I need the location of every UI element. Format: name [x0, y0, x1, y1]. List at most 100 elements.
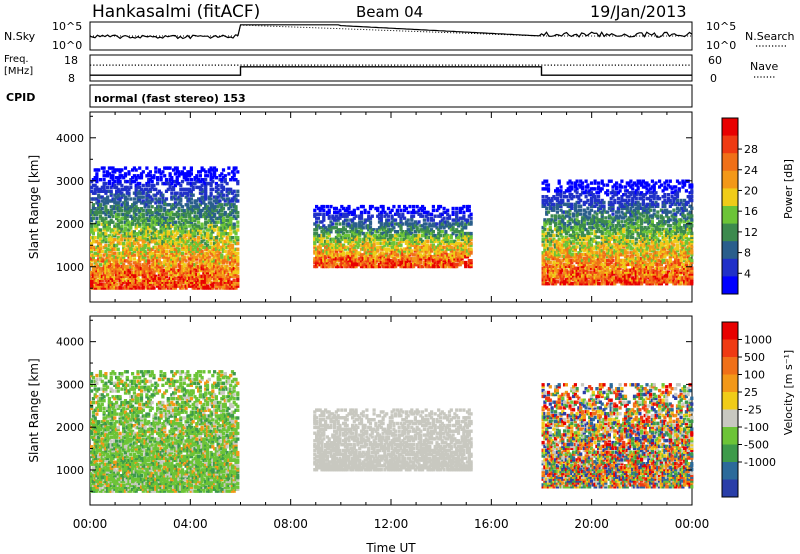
range-cell	[230, 191, 235, 195]
range-cell	[557, 237, 561, 241]
range-cell	[197, 220, 201, 224]
range-cell	[401, 239, 405, 244]
range-cell	[403, 237, 407, 242]
range-cell	[548, 227, 552, 232]
range-cell	[399, 253, 403, 257]
range-cell	[93, 168, 97, 172]
range-cell	[182, 268, 186, 273]
range-cell	[361, 231, 365, 236]
range-cell	[446, 259, 450, 263]
range-cell	[370, 214, 374, 218]
range-cell	[106, 228, 110, 232]
range-cell	[211, 286, 215, 290]
range-cell	[150, 276, 154, 280]
range-cell	[214, 224, 218, 228]
range-cell	[180, 251, 185, 255]
range-cell	[90, 249, 94, 253]
range-cell	[313, 231, 317, 236]
range-cell	[141, 280, 145, 284]
range-cell	[313, 251, 317, 255]
range-cell	[90, 241, 94, 246]
range-cell	[127, 170, 131, 174]
range-cell	[363, 218, 367, 222]
range-cell	[189, 278, 193, 282]
range-cell	[424, 249, 428, 253]
range-cell	[568, 222, 572, 226]
range-cell	[95, 168, 99, 172]
range-cell	[365, 264, 369, 269]
range-cell	[218, 208, 222, 213]
range-cell	[447, 245, 452, 249]
range-cell	[204, 195, 208, 199]
range-cell	[129, 178, 133, 182]
range-cell	[331, 251, 335, 255]
range-cell	[139, 247, 144, 251]
range-cell	[218, 270, 222, 275]
range-cell	[198, 274, 202, 279]
range-cell	[424, 222, 428, 226]
range-cell	[554, 224, 558, 228]
range-cell	[156, 282, 160, 286]
range-cell	[120, 203, 124, 207]
range-cell	[221, 187, 226, 192]
range-cell	[214, 247, 218, 251]
range-cell	[561, 214, 565, 218]
range-cell	[207, 274, 211, 279]
range-cell	[331, 257, 335, 261]
range-cell	[197, 272, 201, 277]
range-cell	[147, 255, 151, 259]
range-cell	[546, 239, 551, 243]
range-cell	[580, 280, 585, 284]
range-cell	[399, 233, 403, 238]
range-cell	[447, 224, 452, 228]
range-cell	[381, 257, 385, 261]
range-cell	[104, 201, 108, 205]
range-cell	[184, 195, 188, 199]
range-cell	[180, 172, 185, 176]
range-cell	[453, 251, 457, 255]
range-cell	[388, 230, 392, 234]
range-cell	[385, 224, 389, 228]
range-cell	[379, 262, 383, 267]
range-cell	[166, 224, 170, 228]
range-cell	[200, 249, 204, 253]
range-cell	[173, 191, 177, 195]
range-cell	[351, 228, 355, 232]
range-cell	[395, 230, 399, 234]
range-cell	[221, 267, 226, 271]
range-cell	[134, 178, 138, 182]
range-cell	[340, 212, 344, 216]
range-cell	[580, 266, 585, 270]
range-cell	[358, 231, 362, 236]
range-cell	[446, 239, 450, 244]
range-cell	[430, 243, 434, 247]
range-cell	[419, 260, 423, 265]
range-cell	[446, 237, 450, 242]
range-cell	[381, 253, 385, 257]
range-cell	[421, 249, 425, 253]
range-cell	[442, 210, 446, 215]
range-cell	[395, 241, 399, 245]
range-cell	[95, 268, 99, 273]
range-cell	[111, 267, 115, 271]
range-cell	[216, 243, 220, 248]
range-cell	[97, 282, 101, 286]
range-cell	[438, 233, 443, 238]
range-cell	[421, 247, 425, 251]
range-cell	[379, 247, 383, 251]
range-cell	[377, 253, 382, 257]
range-cell	[125, 197, 129, 201]
range-cell	[195, 280, 199, 284]
range-cell	[318, 247, 322, 251]
range-cell	[113, 247, 117, 251]
range-cell	[227, 286, 231, 290]
range-cell	[207, 210, 211, 215]
range-cell	[559, 276, 563, 280]
range-cell	[424, 214, 428, 218]
range-cell	[161, 272, 165, 277]
range-cell	[198, 170, 202, 174]
range-cell	[209, 272, 213, 277]
range-cell	[207, 218, 211, 222]
range-cell	[111, 234, 115, 238]
range-cell	[230, 261, 235, 265]
